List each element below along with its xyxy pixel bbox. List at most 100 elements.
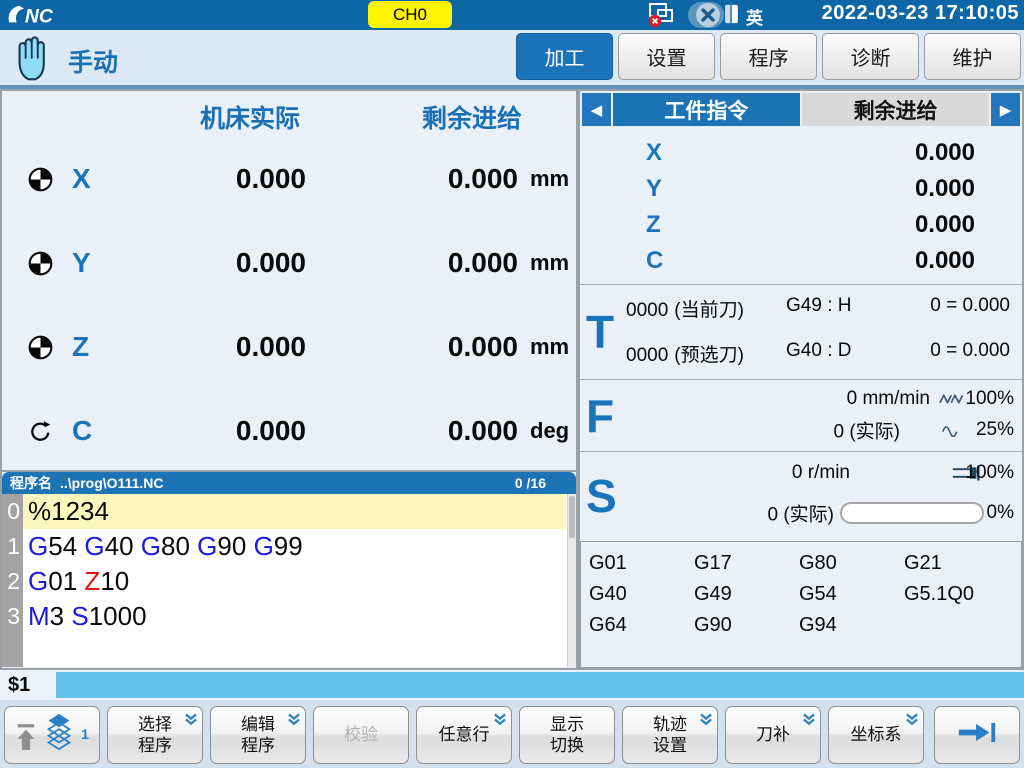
axis-label: Y [72, 247, 91, 278]
axis-value: 0.000 [914, 175, 975, 202]
status-panel: ◀ 工件指令 剩余进给 ▶ X 0.000 Y 0.000 Z 0.000 C 0.000 T… [578, 89, 1024, 670]
line-content: M3 S1000 [23, 599, 566, 634]
axis-label: Z [646, 211, 661, 238]
workpiece-axis-row-z: Z 0.000 [580, 208, 1022, 244]
tool-number-label: (预选刀) [674, 345, 744, 366]
line-content: %1234 [23, 494, 566, 529]
gcode-value: G5.1Q0 [904, 583, 975, 605]
tool-number-value: 0000 [626, 345, 669, 366]
softkey-edit-program[interactable]: 编辑 程序 [210, 706, 306, 764]
linear-axis-icon [22, 251, 58, 276]
code-token: 80 [161, 531, 198, 561]
spindle-override-icon [950, 465, 984, 482]
program-line[interactable]: 2 G01 Z10 [2, 564, 566, 599]
gcode-value [904, 614, 1019, 645]
code-token: 99 [273, 531, 303, 561]
program-header: 程序名 ..\prog\O111.NC 0 /16 [2, 472, 576, 494]
program-line[interactable]: 3 M3 S1000 [2, 599, 566, 634]
gcode-value: G94 [799, 614, 837, 636]
feed-row: 0 (实际) 25% [580, 416, 1022, 444]
tab-diagnosis[interactable]: 诊断 [822, 33, 919, 80]
program-scrollbar[interactable] [567, 494, 576, 667]
program-window: 程序名 ..\prog\O111.NC 0 /16 0 %1234 1 G54 G40… [2, 470, 576, 667]
tab-settings[interactable]: 设置 [618, 33, 715, 80]
softkey-next-page[interactable] [934, 706, 1020, 764]
softkey-select-program[interactable]: 选择 程序 [107, 706, 203, 764]
machine-actual-value: 0.000 [235, 163, 306, 194]
chevron-down-icon [801, 710, 817, 731]
language-indicator[interactable]: 英 [746, 9, 763, 28]
softkey-bar: 1 选择 程序 编辑 程序 校验 任意行 显示 切换 轨迹 设置 刀补 坐标系 [0, 700, 1024, 768]
tab-scroll-right-button[interactable]: ▶ [991, 93, 1020, 126]
remaining-feed-value: 0.000 [447, 247, 518, 278]
tab-remaining-feed[interactable]: 剩余进给 [802, 93, 990, 126]
chevron-down-icon [698, 710, 714, 731]
brand-logo-icon: NC [6, 3, 64, 32]
spindle-value: 0 r/min [791, 462, 850, 483]
tab-workpiece-command[interactable]: 工件指令 [612, 93, 800, 126]
gcode-row: G64 G90 G94 [589, 614, 1021, 645]
tab-machining[interactable]: 加工 [516, 33, 613, 80]
softkey-display-switch[interactable]: 显示 切换 [519, 706, 615, 764]
tab-maintenance[interactable]: 维护 [924, 33, 1021, 80]
header-bar: 手动 加工 设置 程序 诊断 维护 [0, 30, 1024, 85]
scrollbar-handle[interactable] [569, 496, 575, 538]
tool-offset-value: 0 = 0.000 [930, 340, 1010, 361]
code-token: 54 [48, 531, 85, 561]
next-page-icon [955, 720, 999, 750]
axis-unit: mm [530, 334, 570, 359]
line-number-gutter [2, 494, 23, 667]
spindle-override-percent: 0% [986, 502, 1014, 523]
code-token: G [253, 531, 274, 561]
program-body[interactable]: 0 %1234 1 G54 G40 G80 G90 G99 2 G01 Z10 3 M3 S1… [2, 494, 576, 667]
softkey-verify[interactable]: 校验 [313, 706, 409, 764]
axis-label: C [72, 415, 93, 446]
tool-row: 0000 (当前刀) G49 : H 0 = 0.000 [580, 295, 1022, 321]
softkey-arbitrary-line[interactable]: 任意行 [416, 706, 512, 764]
softkey-trajectory-settings[interactable]: 轨迹 设置 [622, 706, 718, 764]
top-bar: NC CH0 英 2022- [0, 0, 1024, 30]
workpiece-axis-row-c: C 0.000 [580, 244, 1022, 280]
gcode-row: G40 G49 G54 G5.1Q0 [589, 583, 1021, 614]
gcode-value: G54 [799, 583, 837, 605]
coordinate-display: 机床实际 剩余进给 X 0.000 0.000 mm Y 0.000 0.000 mm Z 0.0… [2, 91, 576, 470]
softkey-coordinate-system[interactable]: 坐标系 [828, 706, 924, 764]
tool-row: 0000 (预选刀) G40 : D 0 = 0.000 [580, 340, 1022, 366]
chevron-down-icon [286, 710, 302, 731]
notebook-icon [724, 4, 739, 29]
axis-label: X [646, 139, 663, 166]
spindle-load-bar [840, 502, 984, 524]
softkey-label: 选择 [138, 714, 172, 734]
machine-actual-value: 0.000 [235, 415, 306, 446]
machine-actual-value: 0.000 [235, 331, 306, 362]
feed-override-percent: 100% [965, 388, 1014, 409]
program-position: 0 /16 [514, 475, 546, 491]
program-line[interactable]: 0 %1234 [2, 494, 566, 529]
gcode-value: G49 [694, 583, 732, 605]
tab-scroll-left-button[interactable]: ◀ [582, 93, 611, 126]
channel-indicator: $1 [8, 674, 31, 696]
feed-row: 0 mm/min 100% [580, 385, 1022, 413]
gcode-value: G17 [694, 552, 732, 574]
chevron-down-icon [492, 710, 508, 731]
rotary-axis-icon [22, 420, 58, 443]
workpiece-axis-row-x: X 0.000 [580, 136, 1022, 172]
axis-unit: deg [530, 418, 570, 443]
softkey-tool-comp[interactable]: 刀补 [725, 706, 821, 764]
tool-number-label: (当前刀) [674, 300, 744, 321]
spindle-letter: S [586, 469, 617, 522]
axis-label: C [646, 247, 664, 274]
remaining-feed-value: 0.000 [447, 331, 518, 362]
axis-row-c: C 0.000 0.000 deg [2, 389, 576, 473]
spindle-override-percent: 100% [965, 462, 1014, 483]
coordinate-panel: 机床实际 剩余进给 X 0.000 0.000 mm Y 0.000 0.000 mm Z 0.0… [0, 89, 578, 670]
status-tab-bar: ◀ 工件指令 剩余进给 ▶ [582, 93, 1020, 126]
softkey-label: 切换 [550, 736, 584, 755]
softkey-menu-level[interactable]: 1 [4, 706, 100, 764]
tab-program[interactable]: 程序 [720, 33, 817, 80]
program-line[interactable]: 1 G54 G40 G80 G90 G99 [2, 529, 566, 564]
menu-level-badge: 1 [81, 726, 89, 743]
code-token: G [140, 531, 162, 561]
code-token: G [28, 566, 49, 596]
